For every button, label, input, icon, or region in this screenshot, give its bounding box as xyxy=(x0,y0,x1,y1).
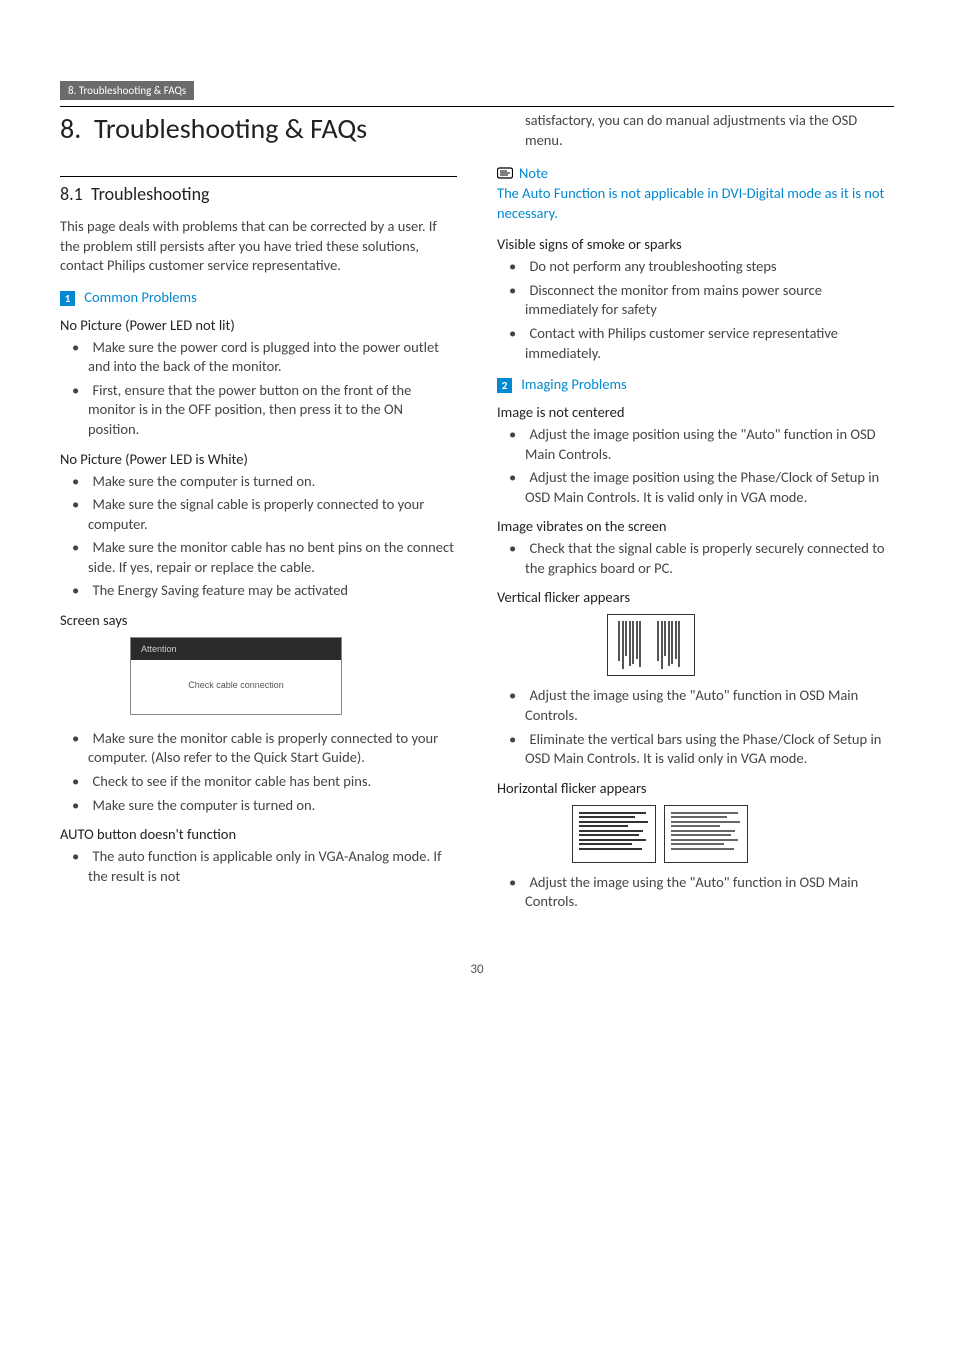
breadcrumb-bar: 8. Troubleshooting & FAQs xyxy=(60,81,194,100)
dialog-title: Attention xyxy=(131,638,341,660)
bullet-list: Adjust the image using the "Auto" functi… xyxy=(497,873,894,912)
page: 8. Troubleshooting & FAQs 8. Troubleshoo… xyxy=(0,0,954,1017)
note-icon xyxy=(497,166,513,180)
list-item: The auto function is applicable only in … xyxy=(60,847,457,886)
chapter-number: 8. xyxy=(60,111,81,146)
top-rule xyxy=(60,106,894,107)
bullet-list: Make sure the computer is turned on. Mak… xyxy=(60,472,457,601)
list-item: Check that the signal cable is properly … xyxy=(497,539,894,578)
vertical-flicker-head: Vertical flicker appears xyxy=(497,588,894,606)
list-item: Make sure the signal cable is properly c… xyxy=(60,495,457,534)
section-rule xyxy=(60,176,457,177)
list-item: The Energy Saving feature may be activat… xyxy=(60,581,457,601)
list-item: Contact with Philips customer service re… xyxy=(497,324,894,363)
note-label: Note xyxy=(519,164,548,182)
screen-says-head: Screen says xyxy=(60,611,457,629)
bullet-list: Adjust the image using the "Auto" functi… xyxy=(497,686,894,768)
dialog-body: Check cable connection xyxy=(131,660,341,714)
no-picture-led-not-lit-head: No Picture (Power LED not lit) xyxy=(60,316,457,334)
smoke-head: Visible signs of smoke or sparks xyxy=(497,235,894,253)
list-item: Adjust the image using the "Auto" functi… xyxy=(497,686,894,725)
list-item: Disconnect the monitor from mains power … xyxy=(497,281,894,320)
note-heading: Note xyxy=(497,164,894,182)
bullet-list: The auto function is applicable only in … xyxy=(60,847,457,886)
breadcrumb-text: 8. Troubleshooting & FAQs xyxy=(68,84,186,97)
section-title-text: Troubleshooting xyxy=(91,183,210,205)
section-title: 8.1 Troubleshooting xyxy=(60,183,457,205)
bullet-list: Make sure the monitor cable is properly … xyxy=(60,729,457,815)
imaging-problems-heading: 2 Imaging Problems xyxy=(497,375,894,393)
list-item: Make sure the computer is turned on. xyxy=(60,796,457,816)
auto-button-head: AUTO button doesn't function xyxy=(60,825,457,843)
section-number: 8.1 xyxy=(60,183,83,205)
common-problems-heading: 1 Common Problems xyxy=(60,288,457,306)
image-not-centered-head: Image is not centered xyxy=(497,403,894,421)
list-item: Make sure the computer is turned on. xyxy=(60,472,457,492)
list-item: Make sure the monitor cable has no bent … xyxy=(60,538,457,577)
page-number: 30 xyxy=(60,962,894,977)
attention-dialog: Attention Check cable connection xyxy=(130,637,342,715)
bullet-list: Do not perform any troubleshooting steps… xyxy=(497,257,894,363)
vertical-flicker-diagram xyxy=(607,614,894,676)
intro-paragraph: This page deals with problems that can b… xyxy=(60,217,457,276)
chapter-title-text: Troubleshooting & FAQs xyxy=(94,111,367,146)
bullet-list: Check that the signal cable is properly … xyxy=(497,539,894,578)
right-column: satisfactory, you can do manual adjustme… xyxy=(497,111,894,922)
badge-2: 2 xyxy=(497,378,512,393)
list-item: First, ensure that the power button on t… xyxy=(60,381,457,440)
list-item: Do not perform any troubleshooting steps xyxy=(497,257,894,277)
common-problems-label: Common Problems xyxy=(84,288,196,306)
no-picture-led-white-head: No Picture (Power LED is White) xyxy=(60,450,457,468)
badge-1: 1 xyxy=(60,291,75,306)
list-item: Adjust the image position using the "Aut… xyxy=(497,425,894,464)
horizontal-flicker-head: Horizontal flicker appears xyxy=(497,779,894,797)
list-item: Adjust the image position using the Phas… xyxy=(497,468,894,507)
bullet-list: Make sure the power cord is plugged into… xyxy=(60,338,457,440)
note-body: The Auto Function is not applicable in D… xyxy=(497,184,894,223)
two-column-layout: 8. Troubleshooting & FAQs 8.1 Troublesho… xyxy=(60,111,894,922)
list-item: Make sure the monitor cable is properly … xyxy=(60,729,457,768)
left-column: 8. Troubleshooting & FAQs 8.1 Troublesho… xyxy=(60,111,457,922)
list-item: Eliminate the vertical bars using the Ph… xyxy=(497,730,894,769)
list-item: Check to see if the monitor cable has be… xyxy=(60,772,457,792)
chapter-title: 8. Troubleshooting & FAQs xyxy=(60,111,457,146)
list-item: Make sure the power cord is plugged into… xyxy=(60,338,457,377)
image-vibrates-head: Image vibrates on the screen xyxy=(497,517,894,535)
horizontal-flicker-diagram xyxy=(572,805,894,863)
bullet-list: Adjust the image position using the "Aut… xyxy=(497,425,894,507)
continuation-text: satisfactory, you can do manual adjustme… xyxy=(497,111,894,150)
list-item: Adjust the image using the "Auto" functi… xyxy=(497,873,894,912)
imaging-problems-label: Imaging Problems xyxy=(521,375,626,393)
